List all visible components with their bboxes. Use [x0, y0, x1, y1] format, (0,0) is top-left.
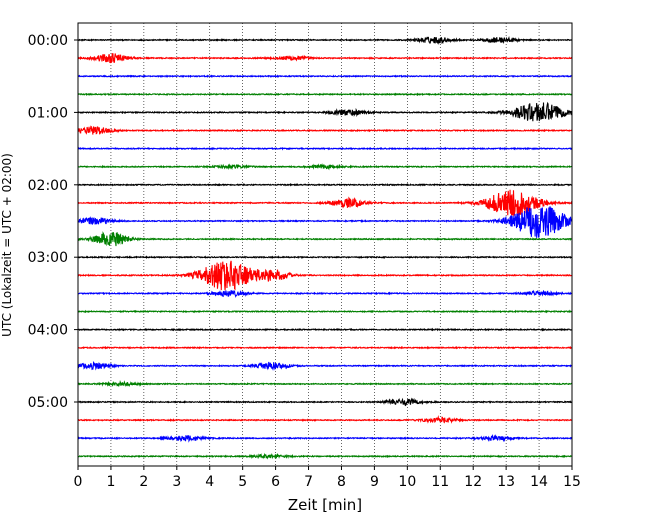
seismogram-trace — [77, 36, 573, 46]
trace-layer — [77, 36, 573, 460]
x-tick-label: 7 — [304, 474, 313, 490]
seismogram-trace — [77, 309, 573, 314]
x-tick-label: 1 — [106, 474, 115, 490]
seismogram-trace — [77, 53, 573, 64]
x-tick-label: 15 — [563, 474, 581, 490]
grid-layer — [110, 23, 540, 466]
tick-layer: 0 1 2 3 4 5 6 7 8 9 10 11 12 13 14 1500:0001:0002:0003:… — [28, 33, 581, 490]
y-tick-label: 05:00 — [28, 395, 68, 411]
x-tick-label: 14 — [530, 474, 548, 490]
seismogram-trace — [77, 345, 573, 350]
seismogram-trace — [77, 327, 573, 332]
seismogram-trace — [77, 146, 573, 151]
x-tick-label: 12 — [464, 474, 482, 490]
y-tick-label: 00:00 — [28, 33, 68, 49]
seismogram-trace — [77, 255, 573, 260]
seismogram-trace — [77, 206, 573, 238]
seismogram-trace — [77, 361, 573, 371]
plot-frame — [77, 22, 573, 467]
seismogram-trace — [77, 163, 573, 171]
seismogram-trace — [77, 92, 573, 97]
seismogram-trace — [77, 380, 573, 388]
seismogram-trace — [77, 452, 573, 460]
x-tick-label: 8 — [337, 474, 346, 490]
x-tick-label: 11 — [431, 474, 449, 490]
seismogram-trace — [77, 101, 573, 122]
seismogram-trace — [77, 231, 573, 247]
y-tick-label: 01:00 — [28, 105, 68, 121]
x-axis-label: Zeit [min] — [288, 496, 362, 514]
x-tick-label: 0 — [74, 474, 83, 490]
x-tick-label: 6 — [271, 474, 280, 490]
y-tick-label: 04:00 — [28, 323, 68, 339]
seismogram-trace — [77, 434, 573, 443]
y-tick-label: 02:00 — [28, 178, 68, 194]
x-tick-label: 2 — [139, 474, 148, 490]
seismogram-trace — [77, 125, 573, 135]
x-tick-label: 13 — [497, 474, 515, 490]
x-tick-label: 5 — [238, 474, 247, 490]
seismogram-trace — [77, 74, 573, 79]
seismogram-trace — [77, 289, 573, 298]
y-axis-label: UTC (Lokalzeit = UTC + 02:00) — [0, 153, 14, 337]
seismogram-trace — [77, 415, 573, 424]
x-tick-label: 9 — [370, 474, 379, 490]
seismogram-trace — [77, 260, 573, 291]
y-tick-label: 03:00 — [28, 250, 68, 266]
seismogram-trace — [77, 182, 573, 187]
x-tick-label: 3 — [172, 474, 181, 490]
x-tick-label: 10 — [398, 474, 416, 490]
seismogram-trace — [77, 189, 573, 217]
x-tick-label: 4 — [205, 474, 214, 490]
seismogram-trace — [77, 397, 573, 407]
